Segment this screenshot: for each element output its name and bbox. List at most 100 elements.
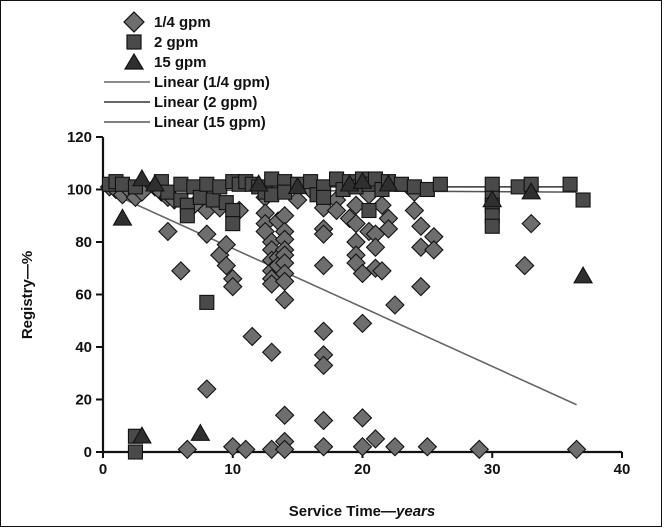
point-1-4-gpm xyxy=(222,436,243,457)
point-15-gpm xyxy=(112,208,133,226)
point-1-4-gpm xyxy=(171,261,191,281)
legend-label-15-gpm: 15 gpm xyxy=(154,54,207,71)
y-tick-label: 20 xyxy=(75,392,92,409)
point-1-4-gpm xyxy=(417,436,438,457)
point-1-4-gpm xyxy=(261,342,282,363)
point-1-4-gpm xyxy=(313,255,334,276)
legend-item-2-gpm: 2 gpm xyxy=(126,34,198,51)
legend-item-15-gpm: 15 gpm xyxy=(123,52,207,71)
point-2-gpm xyxy=(199,176,215,192)
point-1-4-gpm xyxy=(424,240,444,260)
point-2-gpm xyxy=(562,176,578,192)
x-tick-label: 30 xyxy=(484,461,501,478)
point-1-4-gpm xyxy=(469,439,490,460)
x-axis-title-unit: years xyxy=(395,503,435,520)
point-1-4-gpm xyxy=(365,429,386,449)
point-2-gpm xyxy=(575,192,591,208)
legend-label-2-gpm: 2 gpm xyxy=(154,34,198,51)
point-2-gpm xyxy=(179,208,195,224)
point-1-4-gpm xyxy=(216,255,237,276)
point-1-4-gpm xyxy=(566,439,587,460)
point-1-4-gpm xyxy=(385,436,405,457)
point-1-4-gpm xyxy=(365,237,386,258)
trendlines xyxy=(102,186,577,406)
point-2-gpm xyxy=(160,184,176,200)
point-15-gpm xyxy=(287,176,308,195)
point-1-4-gpm xyxy=(372,261,392,281)
point-2-gpm xyxy=(192,189,208,205)
point-2-gpm xyxy=(303,174,319,190)
trendline-linear-1-4-gpm xyxy=(102,188,577,406)
y-tick-label: 80 xyxy=(75,234,92,251)
point-1-4-gpm xyxy=(158,221,178,242)
point-1-4-gpm xyxy=(222,276,243,297)
y-tick-label: 40 xyxy=(75,339,92,356)
point-1-4-gpm xyxy=(197,379,217,399)
point-1-4-gpm xyxy=(372,195,392,216)
y-tick-label: 120 xyxy=(67,129,92,146)
x-axis-title-dash: — xyxy=(381,503,396,520)
point-1-4-gpm xyxy=(378,219,399,239)
point-15-gpm xyxy=(573,266,594,284)
point-1-4-gpm xyxy=(313,224,334,244)
point-1-4-gpm xyxy=(242,326,262,347)
point-15-gpm xyxy=(352,171,373,189)
point-2-gpm xyxy=(127,444,143,460)
point-1-4-gpm xyxy=(197,224,217,244)
point-1-4-gpm xyxy=(313,410,334,431)
point-1-4-gpm xyxy=(404,200,425,221)
legend-item-linear-2: Linear (2 gpm) xyxy=(104,94,257,111)
point-15-gpm xyxy=(521,182,542,200)
point-1-4-gpm xyxy=(313,436,334,457)
point-1-4-gpm xyxy=(274,439,295,460)
legend: 1/4 gpm 2 gpm 15 gpm Linear (1/4 gpm) Li… xyxy=(104,11,270,131)
legend-item-linear-15: Linear (15 gpm) xyxy=(104,114,266,131)
legend-item-quarter-gpm: 1/4 gpm xyxy=(123,11,211,33)
point-1-4-gpm xyxy=(261,439,282,460)
point-15-gpm xyxy=(144,174,165,192)
point-15-gpm xyxy=(131,426,152,444)
legend-diamond-marker xyxy=(123,11,145,33)
point-1-4-gpm xyxy=(313,321,334,342)
point-2-gpm xyxy=(173,176,189,192)
point-15-gpm xyxy=(131,168,152,187)
point-2-gpm xyxy=(205,192,221,208)
x-tick-label: 20 xyxy=(354,461,371,478)
point-2-gpm xyxy=(114,176,131,192)
point-1-4-gpm xyxy=(313,355,334,376)
point-15-gpm xyxy=(248,174,269,192)
point-1-4-gpm xyxy=(177,439,198,460)
point-1-4-gpm xyxy=(352,313,373,334)
x-tick-label: 0 xyxy=(99,461,107,478)
y-tick-label: 100 xyxy=(67,182,92,199)
point-2-gpm xyxy=(484,218,500,234)
data-points xyxy=(99,168,594,460)
y-axis-title: Registry—% xyxy=(19,251,36,339)
point-2-gpm xyxy=(432,176,448,192)
legend-square-marker xyxy=(126,34,142,50)
point-2-gpm xyxy=(361,202,377,219)
legend-label-linear-15: Linear (15 gpm) xyxy=(154,114,266,131)
x-tick-label: 40 xyxy=(614,461,631,478)
legend-label-linear-2: Linear (2 gpm) xyxy=(154,94,257,111)
x-tick-label: 10 xyxy=(224,461,241,478)
point-15-gpm xyxy=(190,423,211,441)
y-tick-label: 60 xyxy=(75,287,92,304)
point-1-4-gpm xyxy=(326,200,347,221)
point-1-4-gpm xyxy=(274,405,295,426)
x-axis-title-main: Service Time xyxy=(289,503,381,520)
point-1-4-gpm xyxy=(352,408,373,428)
point-2-gpm xyxy=(419,181,435,198)
point-2-gpm xyxy=(510,179,526,195)
point-1-4-gpm xyxy=(235,439,256,460)
point-1-4-gpm xyxy=(411,237,431,258)
legend-label-linear-quarter: Linear (1/4 gpm) xyxy=(154,74,270,91)
point-1-4-gpm xyxy=(411,216,431,237)
x-axis-title: Service Time—years xyxy=(289,503,436,520)
y-tick-label: 0 xyxy=(84,444,92,461)
point-2-gpm xyxy=(406,179,422,195)
point-1-4-gpm xyxy=(274,289,295,310)
point-1-4-gpm xyxy=(514,255,535,276)
